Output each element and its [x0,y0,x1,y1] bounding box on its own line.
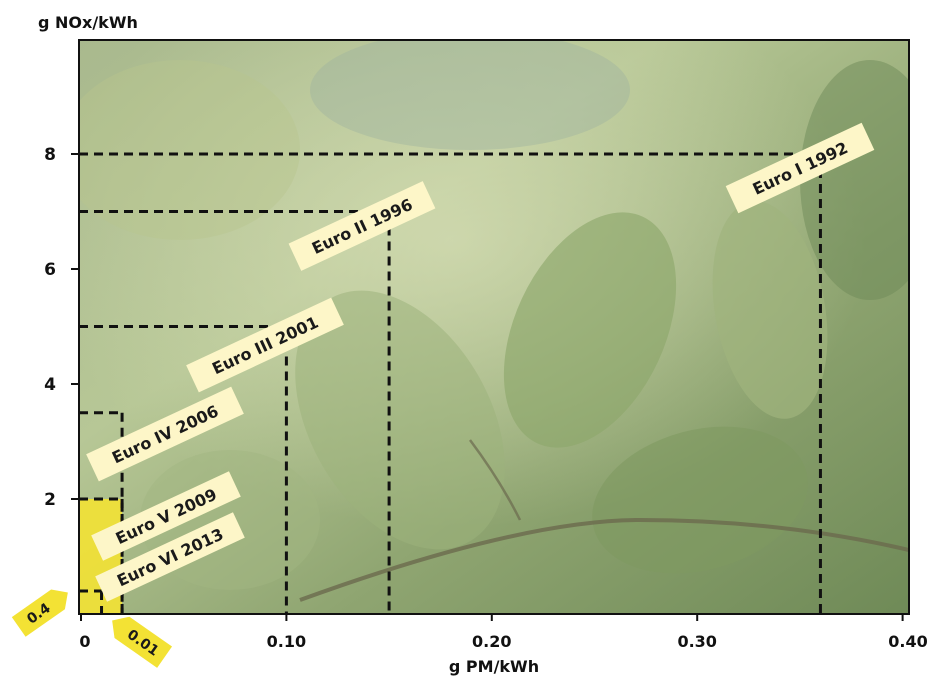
x-tick-label: 0.40 [888,632,927,651]
leaf-shape [800,60,909,300]
y-tick-label: 2 [44,490,56,510]
y-tick-label: 6 [44,260,56,280]
nox-callout-tag [11,589,68,637]
x-tick-label: 0 [79,632,90,651]
y-tick-label: 4 [44,375,56,395]
pm-callout: 0.01 [112,616,173,668]
y-axis-label: g NOx/kWh [38,13,138,32]
standard-label-bg [86,386,244,482]
standard-label-bg [91,471,241,561]
y-tick-label: 8 [44,145,56,165]
plot-background [79,40,909,614]
x-tick-label: 0.30 [677,632,716,651]
plot-frame [78,39,910,615]
leaf-shape [712,201,828,419]
leaf-shape [310,40,630,150]
pm-callout-tag [112,616,173,668]
standard-label-bg [95,512,245,602]
standard-label-bg [186,297,344,393]
nox-callout: 0.4 [11,589,68,637]
leaf-shape [592,426,808,574]
x-tick-label: 0.20 [472,632,511,651]
x-axis-label: g PM/kWh [449,657,539,676]
x-tick-label: 0.10 [267,632,306,651]
leaf-shape [79,60,300,240]
standard-label-bg [288,181,436,271]
standard-label-bg [725,122,875,214]
leaf-shape [503,212,677,448]
branch [468,439,522,521]
leaf-shape [295,290,505,550]
